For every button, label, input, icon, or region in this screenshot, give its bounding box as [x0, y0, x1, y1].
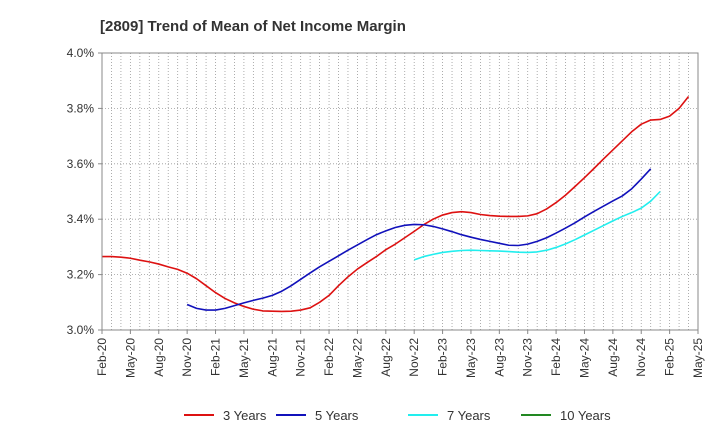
- x-tick-label: Feb-24: [549, 338, 563, 376]
- series-line-2: [186, 168, 652, 311]
- y-tick-label: 3.2%: [67, 268, 95, 282]
- y-tick-label: 4.0%: [67, 46, 95, 60]
- x-tick-label: May-24: [577, 338, 591, 378]
- series-lines: [102, 95, 690, 313]
- x-tick-label: May-23: [464, 338, 478, 378]
- legend-label-1: 3 Years: [223, 408, 267, 423]
- x-tick-label: Nov-23: [521, 338, 535, 377]
- y-tick-label: 3.8%: [67, 101, 95, 115]
- x-axis-ticks: Feb-20 May-20 Aug-20 Nov-20 Feb-21 May-21 Aug-…: [95, 330, 705, 378]
- y-tick-label: 3.6%: [67, 157, 95, 171]
- legend-label-3: 7 Years: [447, 408, 491, 423]
- x-tick-label: Feb-20: [95, 338, 109, 376]
- series-line-3: [413, 190, 661, 261]
- plot-frame: [101, 52, 699, 331]
- x-tick-label: Aug-20: [152, 338, 166, 377]
- x-tick-label: Feb-22: [322, 338, 336, 376]
- x-tick-label: May-20: [123, 338, 137, 378]
- x-tick-label: Aug-21: [265, 338, 279, 377]
- x-tick-label: Nov-21: [294, 338, 308, 377]
- x-tick-label: Aug-24: [606, 338, 620, 377]
- x-tick-label: Aug-22: [379, 338, 393, 377]
- x-tick-label: Feb-23: [436, 338, 450, 376]
- x-tick-label: Nov-24: [634, 338, 648, 377]
- x-tick-label: Feb-21: [209, 338, 223, 376]
- x-tick-label: Nov-20: [180, 338, 194, 377]
- legend-label-4: 10 Years: [560, 408, 611, 423]
- y-tick-label: 3.0%: [67, 323, 95, 337]
- chart-title: [2809] Trend of Mean of Net Income Margi…: [100, 18, 406, 35]
- grid: [102, 53, 698, 330]
- y-tick-label: 3.4%: [67, 212, 95, 226]
- x-tick-label: May-21: [237, 338, 251, 378]
- axes: [101, 52, 699, 331]
- x-tick-label: Aug-23: [492, 338, 506, 377]
- y-axis-ticks: 3.0% 3.2% 3.4% 3.6% 3.8% 4.0%: [67, 46, 102, 337]
- x-tick-label: May-22: [350, 338, 364, 378]
- x-tick-label: Nov-22: [407, 338, 421, 377]
- legend: 3 Years 5 Years 7 Years 10 Years: [184, 408, 611, 423]
- legend-label-2: 5 Years: [315, 408, 359, 423]
- series-line-1: [102, 95, 690, 313]
- x-tick-label: May-25: [691, 338, 705, 378]
- x-tick-label: Feb-25: [663, 338, 677, 376]
